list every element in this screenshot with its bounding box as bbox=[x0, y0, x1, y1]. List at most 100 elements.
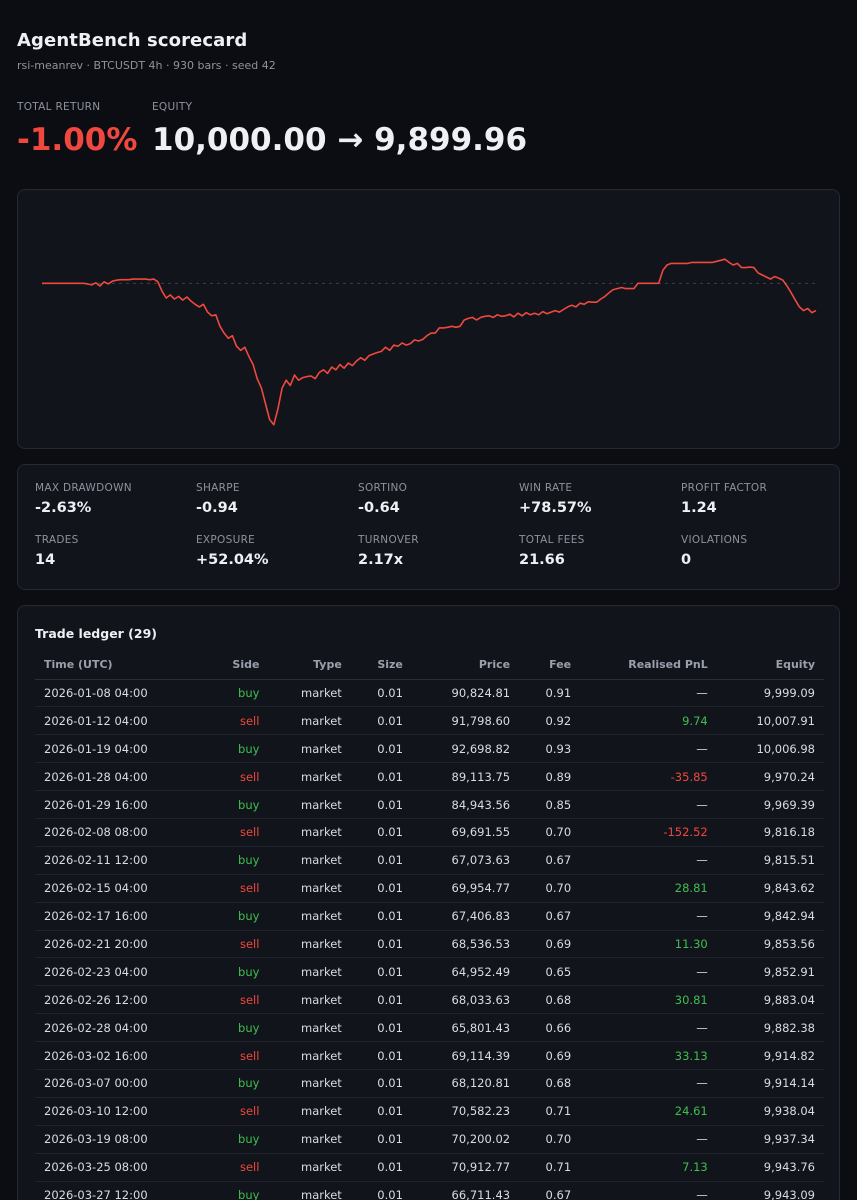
cell-size: 0.01 bbox=[350, 790, 412, 819]
cell-equity: 9,999.09 bbox=[716, 679, 824, 708]
metric-profit-factor: PROFIT FACTOR 1.24 bbox=[681, 482, 767, 516]
cell-time: 2026-03-25 08:00 bbox=[35, 1153, 206, 1182]
cell-realised-pnl: — bbox=[580, 1181, 717, 1200]
table-row[interactable]: 2026-03-02 16:00 sell market 0.01 69,114.39 0… bbox=[35, 1041, 824, 1070]
column-header-time[interactable]: Time (UTC) bbox=[35, 651, 206, 680]
cell-fee: 0.92 bbox=[519, 706, 581, 736]
cell-side: buy bbox=[205, 1181, 269, 1200]
cell-fee: 0.70 bbox=[519, 818, 581, 847]
cell-fee: 0.66 bbox=[519, 1013, 581, 1043]
table-row[interactable]: 2026-02-17 16:00 buy market 0.01 67,406.83 0.… bbox=[35, 902, 824, 931]
column-header-price[interactable]: Price bbox=[411, 651, 520, 680]
metric-label: SHARPE bbox=[196, 482, 240, 494]
metric-sharpe: SHARPE -0.94 bbox=[196, 482, 240, 516]
cell-side: sell bbox=[205, 1041, 269, 1070]
cell-side: sell bbox=[205, 985, 269, 1015]
table-row[interactable]: 2026-03-27 12:00 buy market 0.01 66,711.43 0.… bbox=[35, 1181, 824, 1200]
cell-fee: 0.89 bbox=[519, 762, 581, 792]
table-row[interactable]: 2026-01-29 16:00 buy market 0.01 84,943.56 0.… bbox=[35, 790, 824, 819]
cell-realised-pnl: — bbox=[580, 1013, 717, 1043]
cell-type: market bbox=[268, 790, 351, 819]
table-row[interactable]: 2026-01-28 04:00 sell market 0.01 89,113.75 0… bbox=[35, 762, 824, 792]
table-row[interactable]: 2026-02-28 04:00 buy market 0.01 65,801.43 0.… bbox=[35, 1013, 824, 1043]
column-header-fee[interactable]: Fee bbox=[519, 651, 581, 680]
cell-price: 68,536.53 bbox=[411, 930, 520, 959]
column-header-equity[interactable]: Equity bbox=[716, 651, 824, 680]
metric-label: MAX DRAWDOWN bbox=[35, 482, 132, 494]
cell-time: 2026-01-29 16:00 bbox=[35, 790, 206, 819]
metric-sortino: SORTINO -0.64 bbox=[358, 482, 407, 516]
cell-type: market bbox=[268, 706, 351, 736]
cell-side: sell bbox=[205, 762, 269, 792]
cell-fee: 0.67 bbox=[519, 1181, 581, 1200]
equity-label: EQUITY bbox=[152, 101, 193, 113]
metric-label: VIOLATIONS bbox=[681, 534, 748, 546]
metric-turnover: TURNOVER 2.17x bbox=[358, 534, 419, 568]
cell-realised-pnl: -35.85 bbox=[580, 762, 717, 792]
cell-type: market bbox=[268, 846, 351, 875]
metric-max-drawdown: MAX DRAWDOWN -2.63% bbox=[35, 482, 132, 516]
cell-equity: 9,842.94 bbox=[716, 902, 824, 931]
cell-size: 0.01 bbox=[350, 1041, 412, 1070]
metrics-card: MAX DRAWDOWN -2.63% SHARPE -0.94 SORTINO -0.6… bbox=[17, 464, 840, 590]
cell-size: 0.01 bbox=[350, 1013, 412, 1043]
cell-side: buy bbox=[205, 902, 269, 931]
column-header-size[interactable]: Size bbox=[350, 651, 412, 680]
table-row[interactable]: 2026-01-19 04:00 buy market 0.01 92,698.82 0.… bbox=[35, 734, 824, 764]
cell-price: 70,582.23 bbox=[411, 1097, 520, 1126]
cell-realised-pnl: 7.13 bbox=[580, 1153, 717, 1182]
cell-realised-pnl: 24.61 bbox=[580, 1097, 717, 1126]
table-row[interactable]: 2026-02-15 04:00 sell market 0.01 69,954.77 0… bbox=[35, 874, 824, 903]
total-return-label: TOTAL RETURN bbox=[17, 101, 101, 113]
cell-fee: 0.69 bbox=[519, 1041, 581, 1070]
table-row[interactable]: 2026-02-08 08:00 sell market 0.01 69,691.55 0… bbox=[35, 818, 824, 847]
cell-realised-pnl: — bbox=[580, 902, 717, 931]
metric-label: WIN RATE bbox=[519, 482, 573, 494]
metric-label: EXPOSURE bbox=[196, 534, 256, 546]
metric-label: TRADES bbox=[35, 534, 79, 546]
cell-time: 2026-02-08 08:00 bbox=[35, 818, 206, 847]
table-row[interactable]: 2026-01-08 04:00 buy market 0.01 90,824.81 0.… bbox=[35, 679, 824, 708]
metric-value: +78.57% bbox=[519, 500, 592, 516]
metric-label: PROFIT FACTOR bbox=[681, 482, 768, 494]
cell-size: 0.01 bbox=[350, 679, 412, 708]
column-header-realised-pnl[interactable]: Realised PnL bbox=[580, 651, 717, 680]
equity-series-line bbox=[42, 258, 817, 426]
table-row[interactable]: 2026-02-23 04:00 buy market 0.01 64,952.49 0.… bbox=[35, 957, 824, 987]
table-row[interactable]: 2026-01-12 04:00 sell market 0.01 91,798.60 0… bbox=[35, 706, 824, 736]
cell-type: market bbox=[268, 734, 351, 764]
cell-price: 67,073.63 bbox=[411, 846, 520, 875]
table-row[interactable]: 2026-02-21 20:00 sell market 0.01 68,536.53 0… bbox=[35, 930, 824, 959]
cell-equity: 9,853.56 bbox=[716, 930, 824, 959]
cell-fee: 0.71 bbox=[519, 1153, 581, 1182]
cell-side: buy bbox=[205, 1125, 269, 1154]
column-header-side[interactable]: Side bbox=[205, 651, 269, 680]
cell-equity: 9,937.34 bbox=[716, 1125, 824, 1154]
cell-price: 66,711.43 bbox=[411, 1181, 520, 1200]
cell-equity: 9,943.76 bbox=[716, 1153, 824, 1182]
table-row[interactable]: 2026-03-10 12:00 sell market 0.01 70,582.23 0… bbox=[35, 1097, 824, 1126]
equity-kpi: EQUITY 10,000.00 → 9,899.96 bbox=[152, 101, 527, 158]
metric-value: 2.17x bbox=[358, 552, 404, 568]
table-row[interactable]: 2026-03-19 08:00 buy market 0.01 70,200.02 0.… bbox=[35, 1125, 824, 1154]
cell-equity: 9,943.09 bbox=[716, 1181, 824, 1200]
cell-price: 69,691.55 bbox=[411, 818, 520, 847]
cell-equity: 9,914.14 bbox=[716, 1069, 824, 1098]
cell-type: market bbox=[268, 902, 351, 931]
trade-ledger-table: Time (UTC) Side Type Size Price Fee Real… bbox=[35, 651, 824, 1200]
metric-exposure: EXPOSURE +52.04% bbox=[196, 534, 269, 568]
cell-time: 2026-02-11 12:00 bbox=[35, 846, 206, 875]
table-row[interactable]: 2026-03-25 08:00 sell market 0.01 70,912.77 0… bbox=[35, 1153, 824, 1182]
cell-price: 70,912.77 bbox=[411, 1153, 520, 1182]
cell-equity: 10,006.98 bbox=[716, 734, 824, 764]
cell-size: 0.01 bbox=[350, 1181, 412, 1200]
column-header-type[interactable]: Type bbox=[268, 651, 351, 680]
cell-side: buy bbox=[205, 1069, 269, 1098]
table-row[interactable]: 2026-02-26 12:00 sell market 0.01 68,033.63 0… bbox=[35, 985, 824, 1015]
table-row[interactable]: 2026-03-07 00:00 buy market 0.01 68,120.81 0.… bbox=[35, 1069, 824, 1098]
metric-value: -0.64 bbox=[358, 500, 400, 516]
table-row[interactable]: 2026-02-11 12:00 buy market 0.01 67,073.63 0.… bbox=[35, 846, 824, 875]
cell-type: market bbox=[268, 1069, 351, 1098]
cell-equity: 9,843.62 bbox=[716, 874, 824, 903]
cell-fee: 0.67 bbox=[519, 846, 581, 875]
